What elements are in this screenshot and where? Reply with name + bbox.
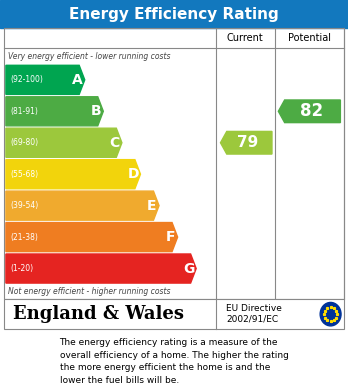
Text: G: G xyxy=(183,262,195,276)
Polygon shape xyxy=(6,97,103,126)
Text: (21-38): (21-38) xyxy=(10,233,38,242)
Polygon shape xyxy=(6,65,85,94)
Text: B: B xyxy=(91,104,101,118)
Text: A: A xyxy=(72,73,83,87)
Text: F: F xyxy=(166,230,175,244)
Bar xyxy=(0,0,348,28)
Polygon shape xyxy=(278,100,340,123)
Text: EU Directive
2002/91/EC: EU Directive 2002/91/EC xyxy=(226,305,282,324)
Polygon shape xyxy=(6,128,122,157)
Text: Potential: Potential xyxy=(288,33,331,43)
Polygon shape xyxy=(221,131,272,154)
Text: England & Wales: England & Wales xyxy=(13,305,184,323)
Text: (92-100): (92-100) xyxy=(10,75,43,84)
Text: Not energy efficient - higher running costs: Not energy efficient - higher running co… xyxy=(8,287,170,296)
Polygon shape xyxy=(6,222,177,252)
Text: (39-54): (39-54) xyxy=(10,201,38,210)
Text: E: E xyxy=(147,199,157,213)
Polygon shape xyxy=(6,191,159,220)
Text: 82: 82 xyxy=(300,102,323,120)
Bar xyxy=(4,28,344,299)
Text: D: D xyxy=(127,167,139,181)
Text: (1-20): (1-20) xyxy=(10,264,33,273)
Text: C: C xyxy=(110,136,120,150)
Text: Current: Current xyxy=(227,33,264,43)
Text: (81-91): (81-91) xyxy=(10,107,38,116)
Text: The energy efficiency rating is a measure of the
overall efficiency of a home. T: The energy efficiency rating is a measur… xyxy=(60,338,288,385)
Text: Energy Efficiency Rating: Energy Efficiency Rating xyxy=(69,7,279,22)
Text: (69-80): (69-80) xyxy=(10,138,38,147)
Circle shape xyxy=(320,302,341,326)
Polygon shape xyxy=(6,160,141,189)
Bar xyxy=(4,299,344,329)
Text: Very energy efficient - lower running costs: Very energy efficient - lower running co… xyxy=(8,52,170,61)
Polygon shape xyxy=(6,254,196,283)
Text: 79: 79 xyxy=(237,135,259,150)
Text: (55-68): (55-68) xyxy=(10,170,38,179)
